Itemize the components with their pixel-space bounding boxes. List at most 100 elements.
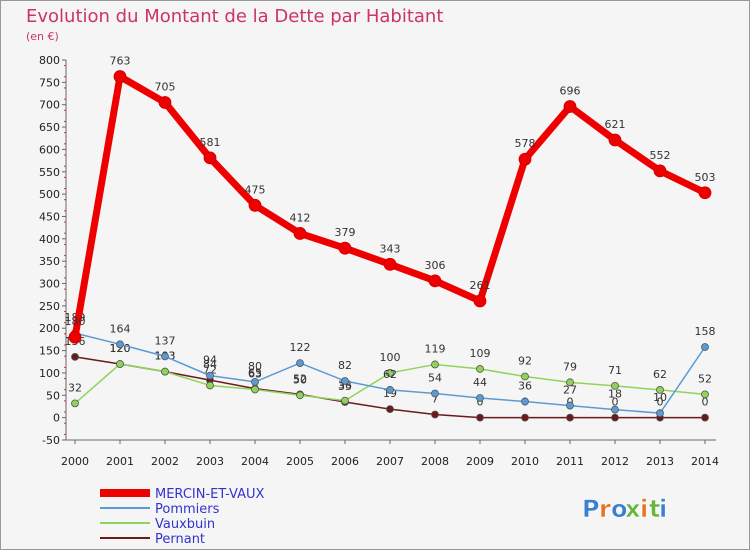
data-point (701, 413, 709, 422)
chart-title: Evolution du Montant de la Dette par Hab… (26, 6, 443, 27)
y-tick-label: 650 (39, 121, 60, 134)
logo-letter: x (625, 495, 641, 523)
data-point (566, 413, 574, 422)
x-tick-label: 2010 (511, 455, 539, 468)
data-label: 44 (473, 376, 487, 389)
data-point (293, 227, 307, 240)
data-label: 52 (293, 372, 307, 385)
data-label: 84 (203, 358, 217, 371)
data-point (701, 343, 709, 351)
logo-letter: o (611, 495, 628, 523)
y-tick-label: 700 (39, 99, 60, 112)
data-label: 696 (560, 84, 581, 97)
data-point (386, 405, 394, 414)
data-label: 62 (383, 368, 397, 381)
data-label: 343 (380, 242, 401, 255)
logo-letter: r (599, 495, 611, 523)
data-label: 581 (200, 136, 221, 149)
data-point (611, 413, 619, 422)
y-tick-label: 600 (39, 143, 60, 156)
data-label: 52 (698, 372, 712, 385)
data-point (386, 369, 394, 377)
logo-letter: P (582, 495, 600, 523)
x-tick-label: 2005 (286, 455, 314, 468)
data-label: 552 (650, 149, 671, 162)
data-label: 0 (612, 396, 619, 409)
data-label: 100 (380, 351, 401, 364)
data-point (476, 365, 484, 373)
data-label: 92 (518, 355, 532, 368)
data-point (161, 367, 169, 376)
data-label: 94 (203, 354, 217, 367)
data-label: 763 (110, 55, 131, 68)
data-label: 50 (293, 373, 307, 386)
data-label: 27 (563, 384, 577, 397)
data-label: 71 (608, 364, 622, 377)
data-point (68, 330, 82, 344)
data-label: 72 (203, 363, 217, 376)
data-point (431, 360, 439, 369)
logo-letter: i (659, 495, 667, 523)
data-label: 621 (605, 118, 626, 131)
y-tick-label: 550 (39, 166, 60, 179)
legend-label: Pernant (155, 532, 205, 547)
data-point (338, 241, 352, 255)
data-point (698, 186, 712, 200)
data-point (116, 360, 124, 368)
y-tick-label: 100 (39, 367, 60, 380)
data-point (701, 390, 709, 399)
data-point (428, 274, 442, 288)
x-tick-label: 2007 (376, 455, 404, 468)
data-point (296, 359, 304, 368)
data-label: 18 (608, 388, 622, 401)
data-label: 62 (653, 368, 667, 381)
x-tick-label: 2012 (601, 455, 629, 468)
data-point (251, 385, 259, 394)
x-tick-label: 2001 (106, 455, 134, 468)
data-label: 503 (695, 171, 716, 184)
logo-letter: i (640, 495, 648, 523)
data-point (296, 391, 304, 400)
y-tick-label: 750 (39, 76, 60, 89)
data-label: 122 (290, 341, 311, 354)
y-tick-label: 250 (39, 300, 60, 313)
data-point (71, 399, 79, 408)
data-label: 63 (248, 367, 262, 380)
data-label: 180 (65, 315, 86, 328)
series-layer: 1361201038465523519700000032120103726350… (65, 55, 716, 422)
y-tick-label: 450 (39, 210, 60, 223)
data-point (113, 70, 127, 83)
data-point (521, 413, 529, 422)
x-tick-label: 2002 (151, 455, 179, 468)
legend-label: MERCIN-ET-VAUX (155, 487, 265, 502)
data-point (656, 409, 664, 418)
data-label: 109 (470, 347, 491, 360)
data-point (251, 377, 259, 386)
data-point (341, 377, 349, 385)
x-tick-label: 2014 (691, 455, 719, 468)
data-label: 578 (515, 137, 536, 150)
data-label: 158 (695, 325, 716, 338)
data-point (653, 164, 667, 178)
data-point (608, 133, 622, 147)
data-label: 80 (248, 360, 262, 373)
data-point (521, 372, 529, 381)
y-tick-label: 500 (39, 188, 60, 201)
data-point (383, 257, 397, 271)
data-point (161, 352, 169, 361)
data-point (566, 378, 574, 387)
data-point (611, 405, 619, 414)
data-point (566, 401, 574, 410)
series-mercin-et-vaux: 180 763 705 581 475 412 379 343 306 261 578 696 621 5… (65, 55, 716, 344)
data-label: 79 (563, 360, 577, 373)
data-label: 10 (653, 391, 667, 404)
data-label: 137 (155, 334, 176, 347)
logo-letter: t (649, 495, 660, 523)
data-label: 32 (68, 381, 82, 394)
y-tick-label: 150 (39, 345, 60, 358)
